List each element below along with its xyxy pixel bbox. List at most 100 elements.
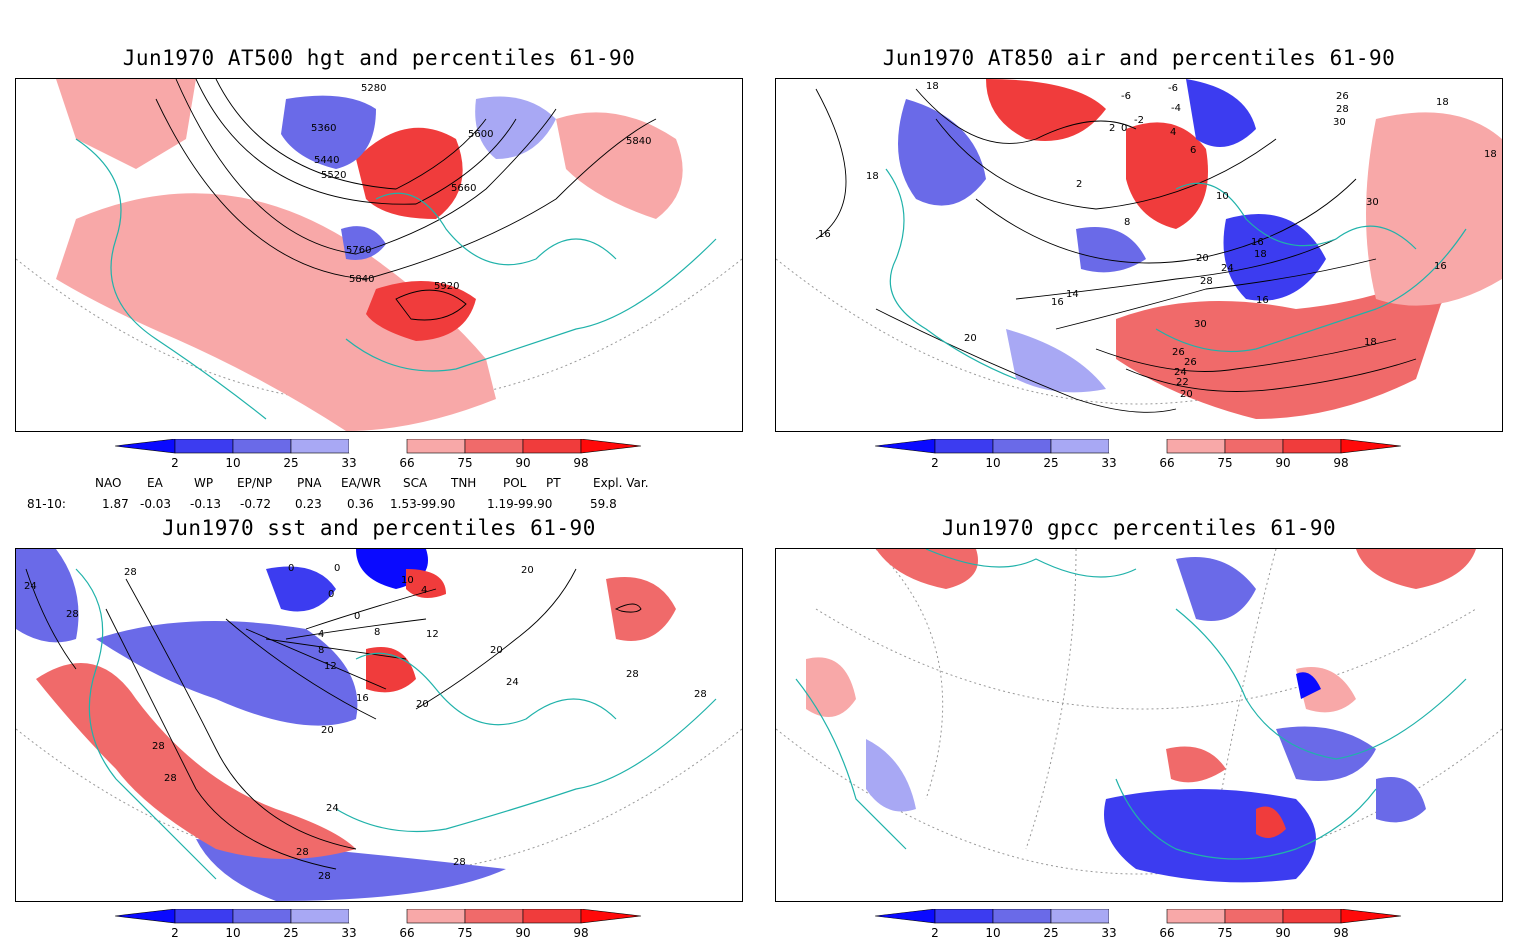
sst-panel-title: Jun1970 sst and percentiles 61-90 — [162, 516, 596, 540]
colorbar-svg: 2 10 25 33 66 75 90 98 — [874, 438, 1402, 470]
sst-contour — [265, 638, 407, 660]
colorbar-label: 98 — [1333, 926, 1348, 940]
sst-contour — [105, 608, 337, 870]
contour-label: 4 — [318, 629, 324, 640]
index-value: -0.13 — [190, 497, 222, 511]
index-header: EA — [147, 476, 163, 490]
contour-label: 10 — [1216, 191, 1229, 202]
colorbar-cell — [1109, 909, 1167, 923]
sst-contour — [415, 568, 577, 710]
sst-shade-above-4 — [406, 569, 446, 598]
contour-label: 12 — [426, 629, 439, 640]
colorbar-cell — [174, 908, 234, 924]
sst-contour — [225, 618, 377, 720]
contour-label: 0 — [334, 563, 340, 574]
contour-label: 26 — [1184, 357, 1197, 368]
colorbar-label: 75 — [1217, 456, 1232, 470]
hgt-shade-above-1 — [56, 79, 196, 169]
index-header: NAO — [95, 476, 122, 490]
colorbar-cell — [464, 908, 524, 924]
gpcc-patch-dry — [1104, 789, 1316, 883]
air-shade-above-1 — [1366, 112, 1502, 306]
gpcc-patch-wet — [1356, 549, 1476, 589]
contour-label: 5840 — [626, 136, 651, 147]
index-value: 0.36 — [347, 497, 374, 511]
colorbar-label: 25 — [283, 926, 298, 940]
colorbar-label: 33 — [341, 456, 356, 470]
colorbar-label: 90 — [515, 926, 530, 940]
index-header: EA/WR — [341, 476, 382, 490]
contour-label: 24 — [1221, 263, 1234, 274]
sst-contour — [25, 568, 77, 670]
colorbar-cell — [174, 438, 234, 454]
colorbar-label: 66 — [399, 926, 414, 940]
colorbar-label: 66 — [1159, 456, 1174, 470]
contour-label: 20 — [321, 725, 334, 736]
contour-label: 18 — [1484, 149, 1497, 160]
contour-label: 28 — [152, 741, 165, 752]
contour-label: 30 — [1194, 319, 1207, 330]
sst-shade-below-3 — [266, 566, 336, 612]
hgt-shade-above-2 — [56, 193, 496, 431]
sst-projection-edge — [16, 728, 742, 875]
index-header: WP — [194, 476, 214, 490]
hgt-shade-high-scand — [356, 127, 463, 219]
hgt-shade-above-3 — [556, 112, 683, 219]
contour-label: 5840 — [349, 274, 374, 285]
contour-label: -4 — [1171, 103, 1181, 114]
gpcc-patch-dry — [1176, 557, 1256, 621]
gpcc-patch-wet — [876, 549, 978, 589]
contour-label: 28 — [296, 847, 309, 858]
colorbar-label: 10 — [985, 456, 1000, 470]
colorbar-cell — [349, 909, 407, 923]
gpcc-patch-dry — [1376, 777, 1426, 823]
index-header: SCA — [403, 476, 428, 490]
sst-contour — [125, 578, 357, 850]
contour-label: 8 — [374, 627, 380, 638]
contour-label: 28 — [66, 609, 79, 620]
hgt-contours — [155, 79, 657, 321]
hgt-map: 5280 5360 5440 5520 5600 5660 5760 5840 … — [15, 78, 743, 432]
colorbar-cell — [114, 438, 176, 454]
air-map: 18 -6 -6 -4 2 0 -2 4 6 2 18 8 10 16 18 1… — [775, 78, 1503, 432]
contour-label: 5440 — [314, 155, 339, 166]
indices-value-row: 81-10: 1.87 -0.03 -0.13 -0.72 0.23 0.36 … — [0, 497, 760, 513]
coastline — [885, 168, 1017, 380]
index-header: PNA — [297, 476, 322, 490]
air-shade-high-2 — [1126, 122, 1208, 229]
colorbar-label: 25 — [283, 456, 298, 470]
air-shade-below-2 — [1186, 79, 1256, 147]
contour-label: 5920 — [434, 281, 459, 292]
sst-contour-labels: 24 28 28 0 0 0 10 4 0 4 8 8 12 12 16 20 … — [24, 563, 707, 882]
coastline — [345, 238, 717, 372]
hgt-contour — [195, 79, 517, 205]
colorbar-label: 90 — [1275, 456, 1290, 470]
contour-label: 0 — [354, 611, 360, 622]
sst-shade-above-1 — [36, 663, 356, 859]
colorbar-label: 33 — [1101, 456, 1116, 470]
colorbar-cell — [580, 908, 642, 924]
index-header: Expl. Var. — [593, 476, 649, 490]
colorbar-label: 33 — [1101, 926, 1116, 940]
air-contour — [1055, 258, 1377, 330]
colorbar-cell — [1340, 908, 1402, 924]
colorbar-label: 66 — [399, 456, 414, 470]
hgt-contour — [175, 79, 557, 255]
contour-label: 0 — [288, 563, 294, 574]
colorbar-cell — [1166, 438, 1226, 454]
air-contour — [915, 88, 1137, 144]
colorbar-label: 75 — [1217, 926, 1232, 940]
colorbar-svg: 2 10 25 33 66 75 90 98 — [114, 908, 642, 940]
contour-label: 20 — [1196, 253, 1209, 264]
contour-label: 26 — [1172, 347, 1185, 358]
colorbar-label: 2 — [931, 456, 939, 470]
contour-label: 28 — [1200, 276, 1213, 287]
colorbar-svg: 2 10 25 33 66 75 90 98 — [874, 908, 1402, 940]
air-contour — [975, 178, 1357, 264]
colorbar-cell — [934, 908, 994, 924]
colorbar-label: 2 — [171, 456, 179, 470]
coastline — [335, 698, 717, 833]
hgt-map-canvas: 5280 5360 5440 5520 5600 5660 5760 5840 … — [16, 79, 742, 431]
colorbar-cell — [874, 438, 936, 454]
contour-label: 0 — [328, 589, 334, 600]
